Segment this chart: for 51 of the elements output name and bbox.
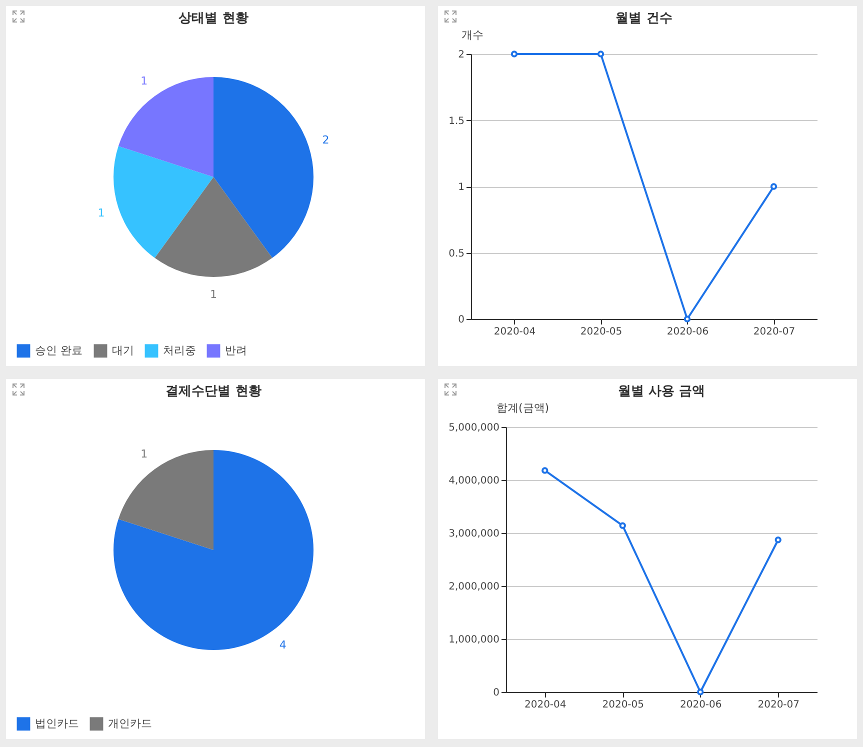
point xyxy=(774,536,782,544)
point xyxy=(770,183,778,190)
point xyxy=(619,522,626,529)
pie-slice xyxy=(114,450,314,650)
y-tick-label: 2,000,000 xyxy=(448,582,500,592)
point xyxy=(597,50,604,58)
data-label: 2 xyxy=(322,134,330,147)
y-tick-label: 1 xyxy=(458,182,464,193)
x-tick-label: 2020-06 xyxy=(666,326,709,338)
y-tick-label: 5,000,000 xyxy=(448,422,500,434)
x-tick-label: 2020-07 xyxy=(758,700,800,710)
y-tick-label: 3,000,000 xyxy=(448,528,500,540)
y-axis-title: 개수 xyxy=(462,28,484,42)
legend-label: 처리중 xyxy=(163,344,196,357)
y-axis-title: 합계(금액) xyxy=(496,402,550,414)
y-tick-label: 0.5 xyxy=(448,248,464,260)
legend-label: 개인카드 xyxy=(108,716,152,730)
point xyxy=(510,50,518,58)
chart-title: 결제수단별 현황 xyxy=(166,384,262,399)
point xyxy=(684,316,691,322)
x-tick-label: 2020-04 xyxy=(494,326,536,338)
x-tick-label: 2020-06 xyxy=(680,700,722,710)
x-tick-label: 2020-05 xyxy=(580,326,622,338)
y-tick-label: 1.5 xyxy=(448,116,464,127)
legend-label: 반려 xyxy=(225,344,247,357)
pie-slice xyxy=(114,146,214,258)
point xyxy=(542,467,548,474)
y-tick-label: 0 xyxy=(458,314,464,326)
chart-title: 월별 건수 xyxy=(616,11,672,26)
y-tick-label: 1,000,000 xyxy=(448,634,500,646)
data-label: 1 xyxy=(140,448,148,461)
data-label: 1 xyxy=(210,288,217,301)
chart-title: 상태별 현황 xyxy=(178,11,248,26)
pie-slice xyxy=(154,177,272,277)
x-tick-label: 2020-04 xyxy=(524,700,566,710)
data-label: 4 xyxy=(279,638,286,652)
y-tick-label: 4,000,000 xyxy=(448,476,500,486)
x-tick-label: 2020-05 xyxy=(602,700,644,710)
x-tick-label: 2020-07 xyxy=(753,326,796,338)
point xyxy=(697,688,704,696)
y-tick-label: 2 xyxy=(458,50,464,60)
pie-slice xyxy=(118,77,214,177)
legend-label: 대기 xyxy=(112,344,134,357)
legend-label: 승인 완료 xyxy=(35,344,82,357)
data-label: 1 xyxy=(98,206,105,220)
data-label: 1 xyxy=(140,74,148,88)
chart-title: 월별 사용 금액 xyxy=(618,384,706,399)
y-tick-label: 0 xyxy=(493,688,500,698)
legend-label: 법인카드 xyxy=(35,716,79,730)
pie-slice xyxy=(214,77,314,258)
pie-slice xyxy=(118,450,214,550)
